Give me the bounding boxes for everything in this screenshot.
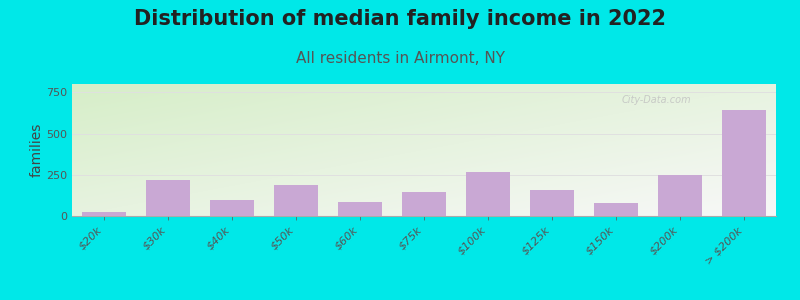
Bar xyxy=(658,175,702,216)
Bar xyxy=(722,110,766,216)
Text: City-Data.com: City-Data.com xyxy=(621,94,690,105)
Text: All residents in Airmont, NY: All residents in Airmont, NY xyxy=(295,51,505,66)
Bar xyxy=(466,172,510,216)
Bar xyxy=(594,203,638,216)
Bar xyxy=(402,192,446,216)
Bar xyxy=(274,185,318,216)
Bar xyxy=(82,212,126,216)
Y-axis label: families: families xyxy=(30,123,43,177)
Text: Distribution of median family income in 2022: Distribution of median family income in … xyxy=(134,9,666,29)
Bar xyxy=(530,190,574,216)
Bar xyxy=(338,202,382,216)
Bar xyxy=(146,180,190,216)
Bar xyxy=(210,200,254,216)
